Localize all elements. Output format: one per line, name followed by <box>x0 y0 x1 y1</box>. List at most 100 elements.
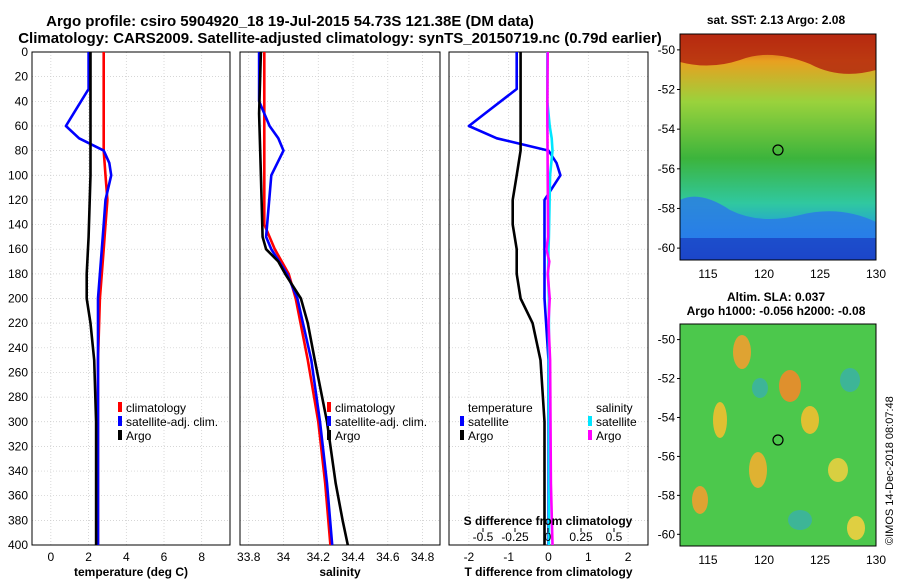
legend-swatch-sal-argo <box>588 430 592 440</box>
legend-label-climatology: climatology <box>335 401 395 415</box>
legend-swatch-satellite <box>118 416 122 426</box>
series-temperature-argo <box>511 52 546 545</box>
legend-swatch-argo <box>118 430 122 440</box>
temperature-legend: climatology satellite-adj. clim. Argo <box>118 401 218 443</box>
lon-tick-label: 115 <box>698 553 717 567</box>
depth-tick-label: 240 <box>8 341 28 355</box>
plot-frame <box>31 51 231 546</box>
lat-tick-label: -52 <box>658 372 676 386</box>
x-tick-label: -2 <box>464 550 475 564</box>
x-tick-label: 34.2 <box>307 550 331 564</box>
lon-tick-label: 120 <box>754 267 774 281</box>
lon-tick-label: 120 <box>754 553 774 567</box>
x-tick-label: 33.8 <box>237 550 261 564</box>
depth-tick-label: 380 <box>8 513 28 527</box>
x-tick-label: 34.4 <box>341 550 365 564</box>
legend-label-argo: Argo <box>126 429 152 443</box>
lon-tick-label: 125 <box>810 267 830 281</box>
legend-label-temp-satellite: satellite <box>468 415 509 429</box>
x-axis-label: T difference from climatology <box>464 565 632 579</box>
legend-label-satellite: satellite-adj. clim. <box>126 415 218 429</box>
legend-label-sal-argo: Argo <box>596 429 622 443</box>
legend-label-climatology: climatology <box>126 401 186 415</box>
legend-swatch-temp-satellite <box>460 416 464 426</box>
imos-credit: ©IMOS 14-Dec-2018 08:07:48 <box>884 396 896 545</box>
diff-top-axis-label: S difference from climatology <box>464 514 633 528</box>
depth-tick-label: 200 <box>8 292 28 306</box>
x-tick-label: -1 <box>503 550 514 564</box>
legend-swatch-climatology <box>118 402 122 412</box>
s-tick-label: 0 <box>545 530 552 544</box>
lat-tick-label: -54 <box>658 410 676 424</box>
lat-tick-label: -60 <box>658 527 676 541</box>
depth-tick-label: 120 <box>8 193 28 207</box>
figure-title-line1: Argo profile: csiro 5904920_18 19-Jul-20… <box>46 13 534 30</box>
x-tick-label: 2 <box>625 550 632 564</box>
difference-panel: -2 -1 0 1 2T difference from climatology <box>448 51 649 579</box>
legend-label-argo: Argo <box>335 429 361 443</box>
series-climatology <box>96 52 109 545</box>
x-tick-label: 34 <box>277 550 291 564</box>
lon-tick-label: 125 <box>810 553 830 567</box>
x-tick-label: 34.6 <box>376 550 400 564</box>
depth-tick-label: 20 <box>15 70 29 84</box>
lat-tick-label: -60 <box>658 241 676 255</box>
sst-map-ticks: 115 120 125 130 -50 -52 -54 -56 -58 -60 <box>658 43 887 281</box>
series-salinity-argo <box>545 51 554 546</box>
depth-tick-label: 60 <box>15 119 29 133</box>
s-tick-label: 0.5 <box>606 530 623 544</box>
salinity-panel: 33.8 34 34.2 34.4 34.6 34.8 salinity <box>237 51 441 579</box>
lat-tick-label: -54 <box>658 122 676 136</box>
temperature-panel: 0204060801001201401601802002202402602803… <box>8 45 231 579</box>
depth-tick-label: 80 <box>15 144 29 158</box>
legend-swatch-satellite <box>327 416 331 426</box>
x-tick-label: 0 <box>48 550 55 564</box>
sla-map-ticks: 115 120 125 130 -50 -52 -54 -56 -58 -60 <box>658 333 887 567</box>
figure-title-line2: Climatology: CARS2009. Satellite-adjuste… <box>18 30 662 47</box>
legend-swatch-argo <box>327 430 331 440</box>
x-tick-label: 4 <box>123 550 130 564</box>
depth-tick-label: 280 <box>8 390 28 404</box>
depth-tick-label: 100 <box>8 168 28 182</box>
depth-tick-label: 340 <box>8 464 28 478</box>
x-tick-label: 0 <box>545 550 552 564</box>
depth-tick-label: 0 <box>21 45 28 59</box>
salinity-difference-ticks: -0.5 -0.25 0 0.25 0.5 <box>473 528 623 544</box>
sst-map-frame <box>679 33 877 261</box>
x-tick-label: 6 <box>161 550 168 564</box>
lat-tick-label: -50 <box>658 333 676 347</box>
series-temperature-satellite <box>467 52 562 545</box>
sla-map-frame <box>679 323 877 547</box>
s-tick-label: 0.25 <box>569 530 593 544</box>
legend-swatch-temp-argo <box>460 430 464 440</box>
depth-tick-label: 140 <box>8 218 28 232</box>
sst-warm-patch <box>680 34 876 74</box>
sla-map-title-line2: Argo h1000: -0.056 h2000: -0.08 <box>687 304 866 318</box>
s-tick-label: -0.5 <box>473 530 494 544</box>
depth-tick-label: 400 <box>8 538 28 552</box>
sla-anomaly-blobs <box>692 335 865 540</box>
legend-title-salinity: salinity <box>596 401 633 415</box>
depth-tick-label: 360 <box>8 489 28 503</box>
x-tick-label: 8 <box>198 550 205 564</box>
sst-deep-cold-patch <box>680 238 876 260</box>
x-tick-label: 1 <box>585 550 592 564</box>
depth-tick-label: 320 <box>8 439 28 453</box>
legend-title-temperature: temperature <box>468 401 533 415</box>
lat-tick-label: -58 <box>658 488 676 502</box>
lat-tick-label: -50 <box>658 43 676 57</box>
legend-label-satellite: satellite-adj. clim. <box>335 415 427 429</box>
salinity-legend: climatology satellite-adj. clim. Argo <box>327 401 427 443</box>
plot-frame <box>239 51 441 546</box>
legend-swatch-sal-satellite <box>588 416 592 426</box>
lat-tick-label: -52 <box>658 83 676 97</box>
lat-tick-label: -58 <box>658 201 676 215</box>
x-axis-label: temperature (deg C) <box>74 565 188 579</box>
lat-tick-label: -56 <box>658 449 676 463</box>
legend-label-sal-satellite: satellite <box>596 415 637 429</box>
sst-map: sat. SST: 2.13 Argo: 2.08 115 120 125 130 -5… <box>658 13 887 281</box>
sla-map-title-line1: Altim. SLA: 0.037 <box>727 290 825 304</box>
series-satellite-adj-clim <box>64 52 113 545</box>
x-tick-label: 2 <box>85 550 92 564</box>
